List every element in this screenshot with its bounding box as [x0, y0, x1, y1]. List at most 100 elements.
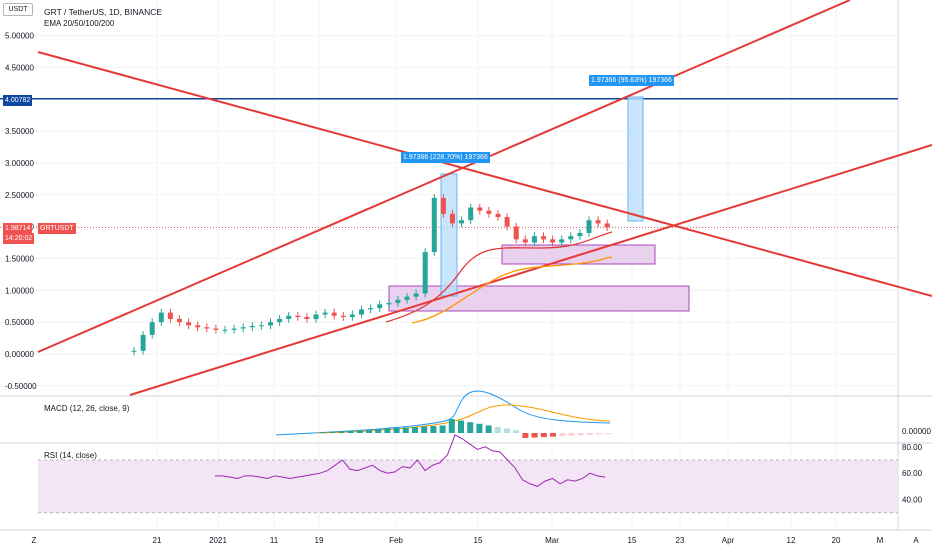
candle-body — [322, 312, 328, 315]
candle-body — [249, 325, 255, 328]
candle-body — [186, 322, 192, 326]
time-axis-label: 2021 — [209, 536, 227, 545]
macd-histogram-bar — [320, 432, 326, 433]
macd-histogram-bar — [568, 433, 575, 436]
candle-body — [440, 197, 446, 214]
candle-body — [586, 220, 592, 233]
time-axis-label: A — [913, 536, 919, 545]
candle-body — [559, 239, 565, 243]
candle-body — [413, 293, 419, 297]
macd-histogram-bar — [540, 433, 547, 438]
time-axis-label: 21 — [153, 536, 162, 545]
macd-histogram-bar — [485, 425, 492, 433]
measure-tool-range-1[interactable] — [440, 173, 458, 297]
macd-histogram-bar — [384, 428, 391, 433]
rsi-line — [215, 434, 606, 487]
time-axis-label: Apr — [722, 536, 735, 545]
candle-body — [204, 327, 210, 329]
macd-histogram-bar — [605, 433, 612, 434]
time-axis-label: Mar — [545, 536, 559, 545]
measure-tool-label-1[interactable]: 1.97366 (228.70%) 197366 — [401, 152, 490, 163]
rsi-legend[interactable]: RSI (14, close) — [44, 451, 97, 460]
macd-histogram-bar — [412, 427, 418, 433]
candle-body — [286, 315, 292, 319]
macd-histogram-bar — [430, 426, 437, 433]
candle-body — [331, 312, 337, 316]
candle-body — [177, 318, 182, 323]
time-axis-label: M — [877, 536, 884, 545]
macd-histogram-bar — [458, 420, 464, 433]
ema-fast-line — [385, 231, 613, 323]
trendline-ascending-lower[interactable] — [129, 144, 932, 396]
macd-histogram-bar — [356, 430, 363, 433]
symbol-tag: GRTUSDT — [38, 223, 76, 234]
candle-body — [140, 334, 146, 351]
candle-body — [568, 236, 574, 240]
countdown-badge: 14:20:02 — [3, 233, 35, 244]
macd-histogram-bar — [504, 428, 510, 433]
macd-histogram-bar — [513, 430, 520, 433]
rsi-band — [38, 460, 898, 513]
macd-legend[interactable]: MACD (12, 26, close, 9) — [44, 404, 130, 413]
candle-body — [340, 315, 346, 318]
price-tick-label: 4.50000 — [5, 63, 34, 72]
measure-tool-label-2[interactable]: 1.97366 (95.63%) 197366 — [589, 75, 674, 86]
candle-body — [313, 314, 319, 319]
candle-body — [422, 252, 428, 294]
candle-body — [349, 314, 355, 318]
macd-histogram-bar — [329, 431, 336, 433]
candle-body — [550, 239, 556, 243]
candle-body — [295, 315, 301, 318]
candle-body — [359, 309, 364, 315]
trendline-descending[interactable] — [37, 51, 932, 297]
candle-body — [477, 207, 483, 211]
time-axis-label: 12 — [787, 536, 796, 545]
candle-body — [468, 207, 474, 221]
last-price-badge: 1.98714 — [3, 223, 33, 234]
price-tick-label: 3.50000 — [5, 127, 34, 136]
symbol-currency-box[interactable]: USDT — [3, 3, 33, 16]
chart-legend-title: GRT / TetherUS, 1D, BINANCE — [44, 7, 163, 17]
price-tick-label: 2.50000 — [5, 191, 34, 200]
candle-body — [522, 239, 528, 243]
candle-body — [486, 210, 492, 214]
macd-histogram-bar — [559, 433, 566, 437]
macd-histogram-bar — [402, 427, 409, 433]
candle-body — [404, 296, 410, 300]
time-axis-label: 11 — [270, 536, 279, 545]
candle-body — [240, 327, 246, 329]
candle-body — [167, 312, 173, 319]
trendline-ascending-upper[interactable] — [37, 0, 851, 353]
price-tick-label: 0.00000 — [5, 350, 34, 359]
price-tick-label: -0.50000 — [5, 382, 37, 391]
candle-body — [149, 322, 155, 335]
price-tick-label: 3.00000 — [5, 159, 34, 168]
candle-body — [158, 312, 164, 323]
macd-histogram-bar — [439, 425, 446, 433]
time-axis-label: Feb — [389, 536, 403, 545]
macd-histogram-bar — [531, 433, 538, 438]
candle-body — [595, 220, 601, 224]
candle-body — [386, 303, 392, 305]
rsi-tick-label: 40.00 — [902, 496, 923, 505]
measure-tool-range-2[interactable] — [627, 96, 644, 222]
ema-legend[interactable]: EMA 20/50/100/200 — [44, 19, 115, 28]
support-zone-lower[interactable] — [388, 285, 690, 312]
rsi-tick-label: 80.00 — [902, 443, 923, 452]
macd-histogram-bar — [586, 433, 593, 435]
time-axis-label: 15 — [628, 536, 637, 545]
candle-body — [277, 318, 283, 323]
candle-body — [531, 236, 537, 243]
macd-histogram-bar — [366, 429, 372, 433]
time-axis-label: Z — [32, 536, 37, 545]
time-axis-label: 15 — [474, 536, 483, 545]
candle-body — [504, 217, 510, 227]
level-price-badge: 4.00782 — [3, 95, 33, 106]
candle-body — [377, 304, 383, 309]
candle-body — [604, 223, 610, 228]
macd-histogram-bar — [338, 431, 345, 433]
candle-body — [495, 213, 501, 218]
macd-histogram-bar — [421, 426, 428, 433]
